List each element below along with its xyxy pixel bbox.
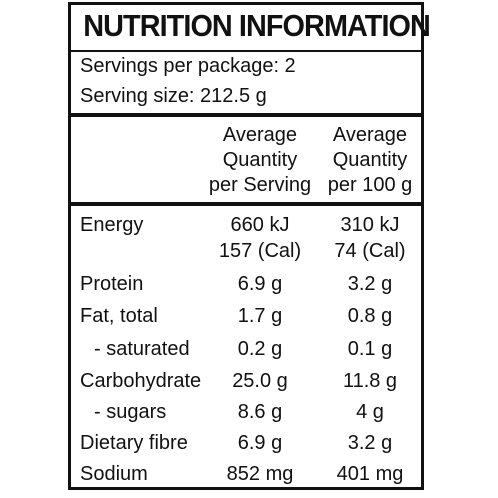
- nutrient-row: Sodium 852 mg 401 mg: [71, 463, 421, 495]
- servings-per-package: Servings per package: 2: [80, 55, 296, 77]
- value-per-serving: 0.2 g: [237, 338, 283, 360]
- column-header-line: per Serving: [208, 174, 312, 196]
- nutrient-row: - sugars 8.6 g 4 g: [71, 401, 421, 433]
- value-per-serving: 8.6 g: [237, 401, 283, 423]
- value-per-serving: 25.0 g: [232, 370, 288, 392]
- nutrient-label: Protein: [80, 273, 144, 295]
- value-per-100g: 74 (Cal): [334, 240, 406, 262]
- nutrient-label: Energy: [80, 214, 144, 236]
- nutrient-row: Fat, total 1.7 g 0.8 g: [71, 305, 421, 337]
- value-per-100g: 401 mg: [336, 463, 404, 485]
- header-divider: [71, 113, 421, 117]
- nutrient-label: Sodium: [80, 463, 148, 485]
- value-per-100g: 4 g: [356, 401, 384, 423]
- column-header-line: per 100 g: [327, 174, 413, 196]
- column-header-per-100g: Average Quantity per 100 g: [315, 123, 425, 198]
- value-per-100g: 0.8 g: [347, 305, 393, 327]
- value-per-serving: 157 (Cal): [218, 240, 302, 262]
- nutrient-label: Carbohydrate: [80, 370, 202, 392]
- nutrient-label: - sugars: [94, 401, 167, 423]
- value-per-serving: 1.7 g: [237, 305, 283, 327]
- nutrient-row-energy-cal: 157 (Cal) 74 (Cal): [71, 240, 421, 272]
- nutrient-row: Dietary fibre 6.9 g 3.2 g: [71, 432, 421, 464]
- value-per-serving: 6.9 g: [237, 273, 283, 295]
- nutrition-panel: NUTRITION INFORMATION Servings per packa…: [68, 2, 431, 490]
- column-header-line: Average: [332, 124, 408, 146]
- nutrient-row: - saturated 0.2 g 0.1 g: [71, 338, 421, 370]
- table-divider: [71, 202, 421, 206]
- value-per-100g: 310 kJ: [340, 214, 400, 236]
- column-header-line: Average: [222, 124, 298, 146]
- value-per-serving: 660 kJ: [230, 214, 290, 236]
- value-per-100g: 3.2 g: [347, 432, 393, 454]
- panel-title: NUTRITION INFORMATION: [83, 8, 431, 43]
- value-per-100g: 0.1 g: [347, 338, 393, 360]
- nutrient-row: Protein 6.9 g 3.2 g: [71, 273, 421, 305]
- nutrient-row: Carbohydrate 25.0 g 11.8 g: [71, 370, 421, 402]
- value-per-serving: 852 mg: [226, 463, 294, 485]
- nutrient-row-energy: Energy 660 kJ 310 kJ: [71, 214, 421, 246]
- nutrient-label: - saturated: [94, 338, 190, 360]
- column-header-line: Quantity: [332, 149, 408, 171]
- title-divider: [71, 50, 421, 52]
- value-per-100g: 3.2 g: [347, 273, 393, 295]
- column-header-per-serving: Average Quantity per Serving: [205, 123, 315, 198]
- column-header-line: Quantity: [222, 149, 298, 171]
- nutrient-label: Fat, total: [80, 305, 158, 327]
- value-per-serving: 6.9 g: [237, 432, 283, 454]
- value-per-100g: 11.8 g: [342, 370, 398, 392]
- serving-size: Serving size: 212.5 g: [80, 85, 267, 107]
- nutrient-label: Dietary fibre: [80, 432, 188, 454]
